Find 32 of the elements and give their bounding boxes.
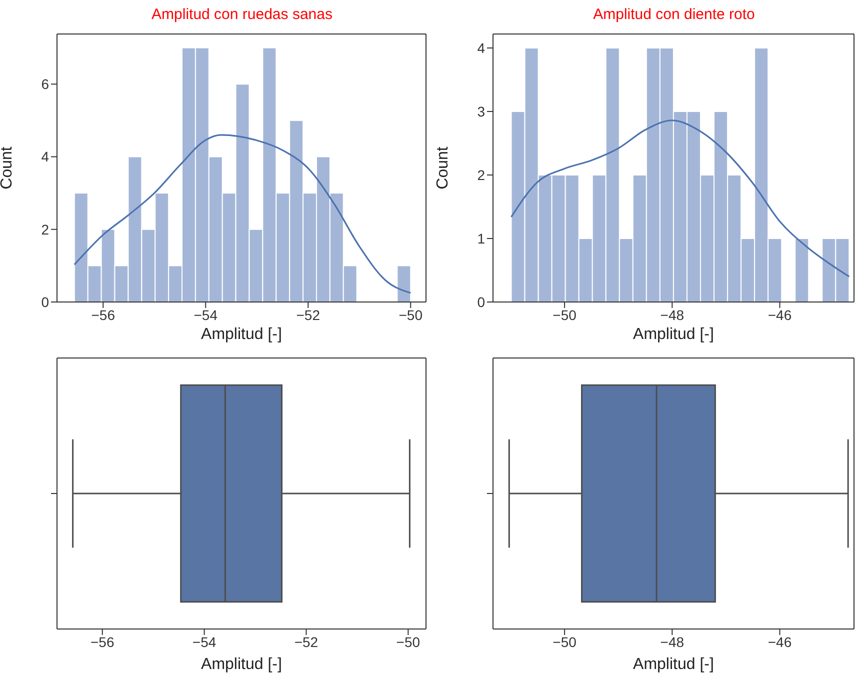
x-tick-label: −46 [768,306,792,323]
x-axis-title: Amplitud [-] [633,656,714,673]
x-tick-label: −52 [294,634,318,650]
y-tick-label: 2 [477,166,486,183]
chart-title: Amplitud con diente roto [592,6,756,23]
x-tick-label: −52 [296,306,320,323]
x-axis-title: Amplitud [-] [201,326,282,343]
x-tick-label: −48 [660,634,684,650]
y-tick-label: 0 [41,294,50,310]
x-tick-label: −56 [90,634,114,650]
x-tick-label: −50 [552,306,577,323]
x-tick-label: −48 [660,306,684,323]
y-axis-title: Count [0,146,16,190]
x-tick-label: −46 [768,634,792,650]
y-axis-title: Count [434,146,452,190]
line-series [510,120,850,278]
x-tick-label: −50 [552,634,577,650]
y-tick-label: 6 [41,76,50,92]
y-tick-label: 2 [41,221,50,238]
y-tick-label: 3 [477,103,486,120]
y-tick-label: 4 [477,40,486,56]
x-tick-label: −54 [192,634,216,650]
x-tick-label: −50 [396,634,420,650]
x-tick-label: −50 [398,306,423,323]
x-tick-label: −54 [194,306,218,323]
y-tick-label: 4 [41,148,50,165]
y-tick-label: 0 [477,294,486,310]
x-axis-title: Amplitud [-] [633,326,714,343]
x-tick-label: −56 [91,306,116,323]
chart-title: Amplitud con ruedas sanas [150,6,334,23]
y-tick-label: 1 [477,230,486,246]
x-axis-title: Amplitud [-] [201,656,282,673]
